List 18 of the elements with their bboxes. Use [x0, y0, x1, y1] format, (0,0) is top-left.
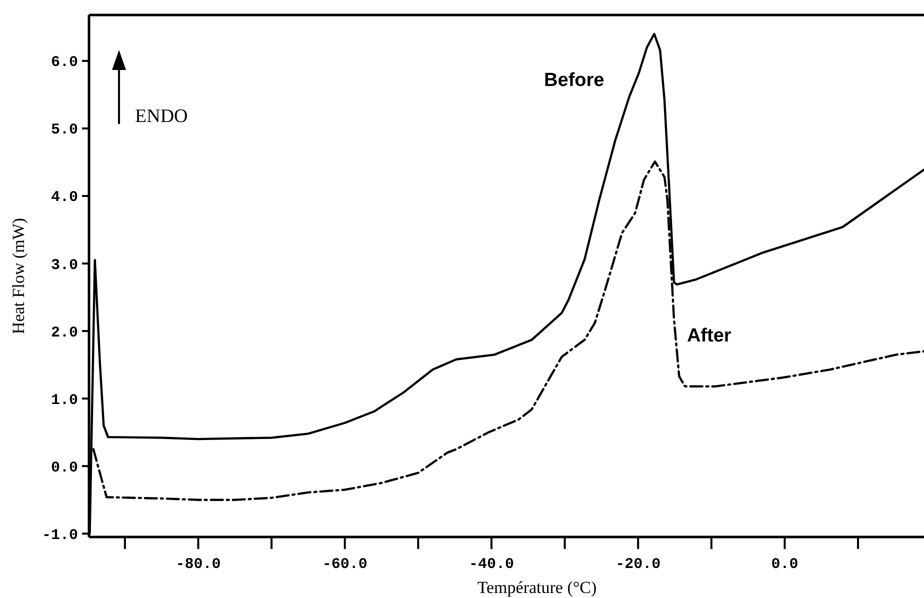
x-axis-title: Température (°C) — [477, 578, 597, 597]
y-tick-label: 3.0 — [50, 256, 78, 274]
x-tick-label: -20.0 — [616, 556, 661, 573]
y-tick-label: 2.0 — [50, 324, 78, 342]
x-tick-label: -80.0 — [176, 556, 221, 573]
y-tick-label: -1.0 — [42, 526, 78, 544]
y-tick-label: 5.0 — [50, 122, 78, 139]
x-tick-label: -40.0 — [468, 556, 514, 573]
x-tick-label: 0.0 — [771, 556, 798, 573]
x-tick-label: -60.0 — [322, 556, 368, 573]
y-tick-label: 4.0 — [50, 189, 78, 206]
y-tick-label: 0.0 — [50, 459, 78, 476]
y-axis-title: Heat Flow (mW) — [9, 218, 28, 334]
annotation: ENDO — [135, 106, 188, 127]
y-tick-label: 1.0 — [50, 392, 78, 409]
series-label: After — [686, 326, 732, 347]
y-tick-label: 6.0 — [50, 54, 78, 72]
series-label: Before — [544, 70, 604, 91]
